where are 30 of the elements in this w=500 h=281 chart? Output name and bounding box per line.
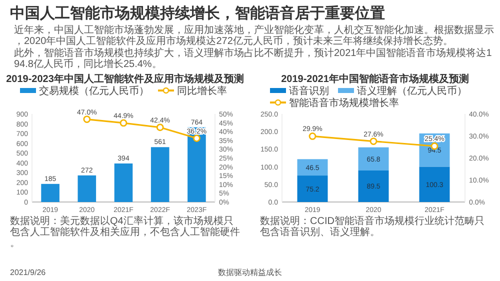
chart-title: 2019-2021年中国智能语音市场规模及预测	[281, 73, 469, 85]
bar	[114, 163, 133, 202]
point	[308, 132, 316, 140]
text: 数据驱动精益成长	[218, 268, 282, 277]
text: 此外，智能语音市场规模也持续扩大，语义理解市场占比不断提升，预计2021年中国智能语音市场规模将达194.8亿人民币，同比增长25.4%。	[14, 47, 492, 70]
legend-label: 语义理解（亿元人民币）	[357, 85, 467, 97]
chart-title: 2019-2023年中国人工智能软件及应用市场规模及预测	[6, 73, 244, 85]
text: 数据说明：CCID智能语音市场规模行业统计范畴只包含语音识别、语义理解。	[260, 215, 484, 238]
point	[156, 124, 164, 132]
legend-label: 智能语音市场规模增长率	[289, 97, 399, 109]
point	[370, 138, 378, 145]
point	[193, 134, 200, 142]
point	[83, 116, 91, 123]
text: 数据说明：美元数据以Q4汇率计算，该市场规模只包含人工智能软件及相关应用，不包含人工智能硬件。	[10, 215, 240, 249]
bar	[419, 166, 450, 202]
legend-label: 同比增长率	[177, 85, 227, 97]
bar	[188, 127, 206, 202]
bar	[78, 175, 96, 202]
legend-label: 交易规模（亿元人民币）	[39, 85, 149, 97]
text: 2021/9/26	[10, 268, 46, 277]
bar	[297, 159, 328, 176]
text: 中国人工智能市场规模持续增长，智能语音居于重要位置	[10, 4, 385, 22]
bar	[41, 184, 60, 202]
legend-label: 语音识别	[289, 85, 329, 97]
bar	[297, 176, 328, 202]
point	[120, 119, 128, 127]
bar	[358, 170, 389, 202]
text: 近年来，中国人工智能市场蓬勃发展，应用加速落地，产业智能化变革，人机交互智能化加速。根据数据显示，2020年中国人工智能软件及应用市场规模达272亿元人民币，预计未来三年将继续保持增长态势。	[14, 24, 494, 47]
bar	[150, 147, 170, 202]
bar	[358, 147, 389, 170]
